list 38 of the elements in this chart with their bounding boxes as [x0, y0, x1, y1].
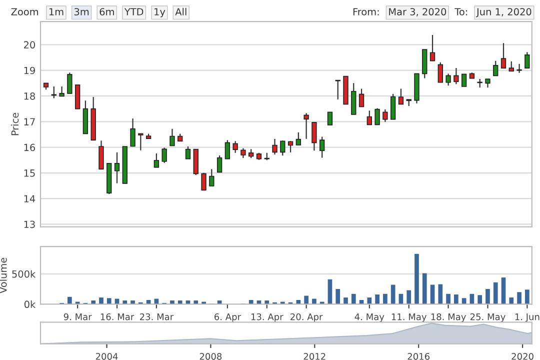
x-tick-label: 2004 [96, 352, 118, 360]
x-tick-label: 6. Apr [214, 313, 241, 322]
y-tick-label: 14 [24, 195, 36, 202]
x-tick-label: 1. Jun [515, 314, 540, 322]
x-tick-label: 18. May [431, 313, 466, 322]
x-tick-label: 23. Mar [140, 313, 174, 320]
x-tick-label: 13. Apr [251, 313, 284, 322]
x-tick-label: 9. Mar [64, 313, 92, 320]
text: 1m [49, 8, 64, 16]
y-axis-title: Price [11, 112, 19, 136]
text: Mar 3, 2020 [389, 8, 446, 16]
y-tick-label: 16 [24, 144, 36, 152]
text: Zoom [11, 8, 38, 16]
x-tick-label: 2012 [304, 352, 326, 360]
x-tick-label: 2020 [512, 352, 534, 360]
text: 3m [74, 8, 89, 16]
y-tick-label: 17 [24, 118, 35, 126]
text: YTD [124, 8, 144, 16]
x-tick-label: 16. Mar [100, 313, 134, 320]
y-tick-label: 0k [24, 300, 36, 308]
y-tick-label: 18 [24, 92, 35, 100]
text: From: [353, 8, 379, 16]
y-tick-label: 500k [12, 270, 36, 278]
x-tick-label: 4. May [354, 314, 384, 322]
y-tick-label: 13 [24, 220, 35, 228]
text: All [175, 8, 186, 16]
text: Jun 1, 2020 [476, 8, 532, 18]
text: 6m [100, 8, 114, 16]
y-tick-label: 15 [24, 170, 35, 177]
x-tick-label: 11. May [392, 314, 427, 322]
x-tick-label: 20. Apr [290, 313, 323, 322]
text: 1y [154, 8, 166, 18]
x-tick-label: 2016 [408, 352, 430, 360]
x-tick-label: 2008 [200, 352, 222, 360]
y-tick-label: 19 [24, 66, 35, 74]
text: To: [454, 8, 468, 16]
x-tick-label: 25. May [470, 313, 506, 322]
y-tick-label: 20 [24, 41, 35, 49]
